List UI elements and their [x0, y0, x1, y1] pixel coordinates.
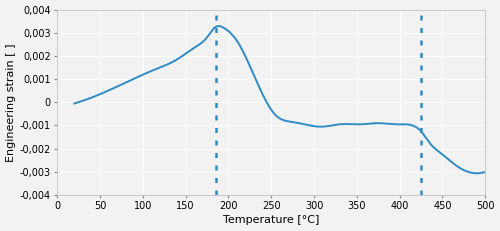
Y-axis label: Engineering strain [ ]: Engineering strain [ ]: [6, 43, 16, 161]
X-axis label: Temperature [°C]: Temperature [°C]: [223, 216, 320, 225]
